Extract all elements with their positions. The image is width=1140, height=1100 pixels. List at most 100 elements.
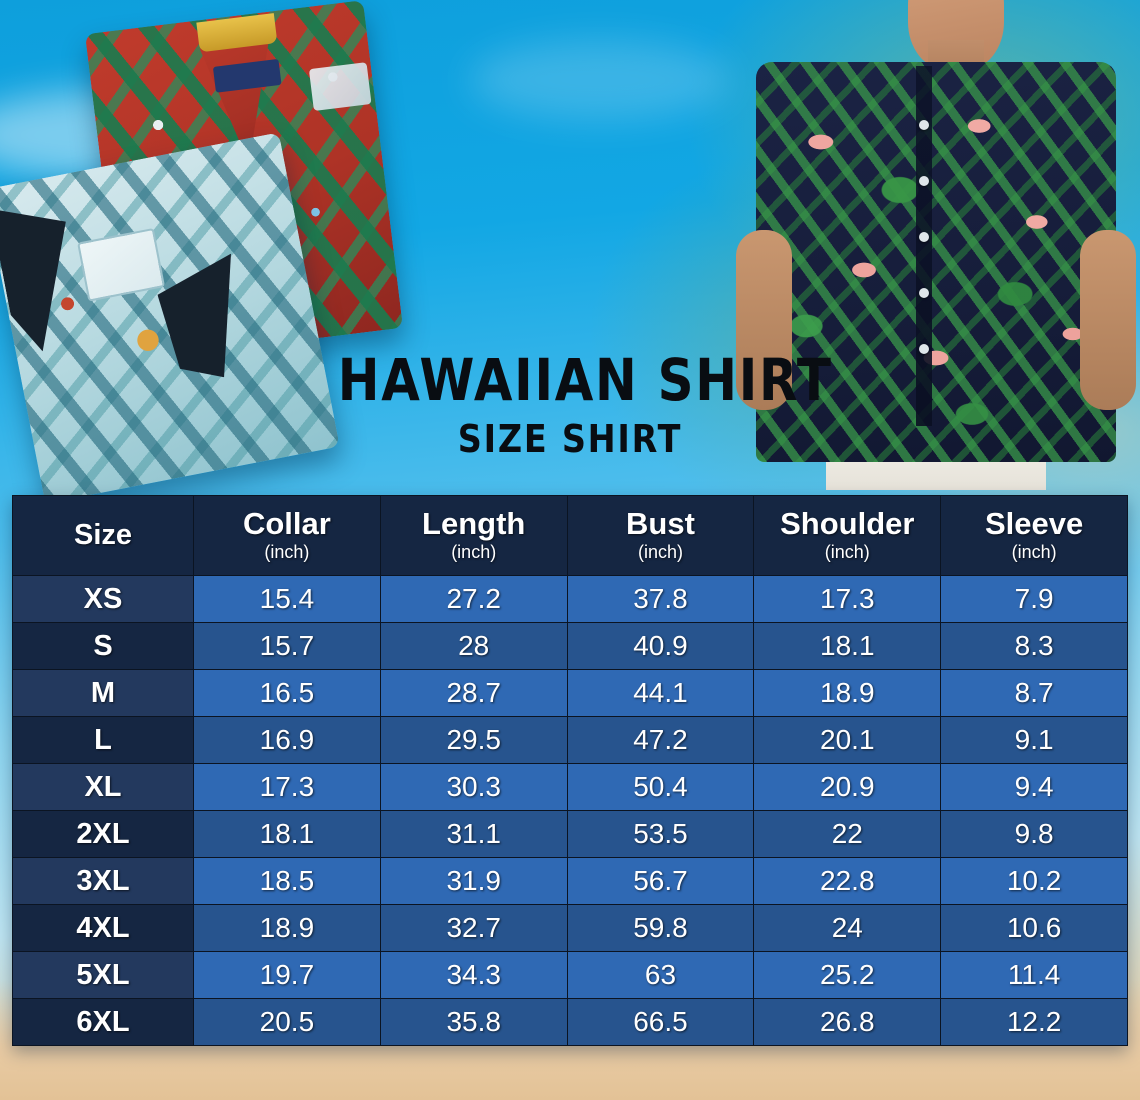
measurement-cell-length: 29.5 xyxy=(379,716,568,764)
table-row: S 15.7 28 40.9 18.1 8.3 xyxy=(12,622,1128,670)
column-header-label: Collar xyxy=(242,505,331,541)
column-header-length: Length (inch) xyxy=(379,495,568,576)
size-chart-table: Size Collar (inch) Length (inch) Bust (i… xyxy=(12,495,1128,1046)
measurement-cell-bust: 44.1 xyxy=(566,669,755,717)
measurement-cell-sleeve: 10.2 xyxy=(940,857,1128,905)
measurement-cell-length: 28.7 xyxy=(379,669,568,717)
measurement-cell-sleeve: 8.7 xyxy=(940,669,1128,717)
model-left-arm xyxy=(736,230,792,410)
column-header-unit: (inch) xyxy=(264,541,310,562)
measurement-cell-shoulder: 17.3 xyxy=(753,575,942,623)
measurement-cell-collar: 16.9 xyxy=(193,716,381,764)
navy-flamingo-hawaiian-shirt xyxy=(756,62,1116,462)
table-row: 4XL 18.9 32.7 59.8 24 10.6 xyxy=(12,904,1128,952)
size-cell: 5XL xyxy=(12,951,194,999)
shirt-button-placket xyxy=(916,66,932,426)
table-row: XS 15.4 27.2 37.8 17.3 7.9 xyxy=(12,575,1128,623)
shirt-button xyxy=(919,120,929,130)
measurement-cell-length: 32.7 xyxy=(379,904,568,952)
shirt-button xyxy=(919,232,929,242)
measurement-cell-sleeve: 7.9 xyxy=(940,575,1128,623)
measurement-cell-bust: 50.4 xyxy=(566,763,755,811)
measurement-cell-collar: 16.5 xyxy=(193,669,381,717)
shirt-lapel xyxy=(0,195,89,356)
measurement-cell-sleeve: 9.4 xyxy=(940,763,1128,811)
model-photo xyxy=(730,0,1140,490)
measurement-cell-shoulder: 25.2 xyxy=(753,951,942,999)
cloud-decoration xyxy=(470,40,730,120)
column-header-sleeve: Sleeve (inch) xyxy=(940,495,1128,576)
measurement-cell-sleeve: 10.6 xyxy=(940,904,1128,952)
measurement-cell-shoulder: 18.9 xyxy=(753,669,942,717)
size-cell: M xyxy=(12,669,194,717)
column-header-unit: (inch) xyxy=(451,541,497,562)
shirt-chest-pocket xyxy=(77,228,166,303)
shirt-button xyxy=(919,344,929,354)
light-blue-tropical-folded-shirt xyxy=(0,132,340,504)
measurement-cell-shoulder: 20.9 xyxy=(753,763,942,811)
table-header: Size Collar (inch) Length (inch) Bust (i… xyxy=(12,495,1128,576)
measurement-cell-bust: 47.2 xyxy=(566,716,755,764)
table-row: XL 17.3 30.3 50.4 20.9 9.4 xyxy=(12,763,1128,811)
measurement-cell-collar: 20.5 xyxy=(193,998,381,1046)
measurement-cell-bust: 63 xyxy=(566,951,755,999)
table-row: M 16.5 28.7 44.1 18.9 8.7 xyxy=(12,669,1128,717)
measurement-cell-shoulder: 18.1 xyxy=(753,622,942,670)
measurement-cell-collar: 18.1 xyxy=(193,810,381,858)
table-row: 2XL 18.1 31.1 53.5 22 9.8 xyxy=(12,810,1128,858)
measurement-cell-shoulder: 22 xyxy=(753,810,942,858)
column-header-size: Size xyxy=(12,495,194,576)
table-header-row: Size Collar (inch) Length (inch) Bust (i… xyxy=(12,495,1128,576)
measurement-cell-sleeve: 9.1 xyxy=(940,716,1128,764)
measurement-cell-shoulder: 20.1 xyxy=(753,716,942,764)
measurement-cell-sleeve: 8.3 xyxy=(940,622,1128,670)
measurement-cell-shoulder: 26.8 xyxy=(753,998,942,1046)
measurement-cell-sleeve: 12.2 xyxy=(940,998,1128,1046)
measurement-cell-collar: 18.5 xyxy=(193,857,381,905)
measurement-cell-length: 31.1 xyxy=(379,810,568,858)
measurement-cell-length: 34.3 xyxy=(379,951,568,999)
size-cell: 3XL xyxy=(12,857,194,905)
shirt-lapel xyxy=(152,254,253,387)
size-cell: 2XL xyxy=(12,810,194,858)
measurement-cell-shoulder: 24 xyxy=(753,904,942,952)
measurement-cell-bust: 53.5 xyxy=(566,810,755,858)
size-cell: 4XL xyxy=(12,904,194,952)
table-row: L 16.9 29.5 47.2 20.1 9.1 xyxy=(12,716,1128,764)
measurement-cell-bust: 37.8 xyxy=(566,575,755,623)
table-row: 5XL 19.7 34.3 63 25.2 11.4 xyxy=(12,951,1128,999)
column-header-label: Length xyxy=(422,505,526,541)
measurement-cell-shoulder: 22.8 xyxy=(753,857,942,905)
size-cell: S xyxy=(12,622,194,670)
shirt-hang-tag xyxy=(308,62,372,111)
measurement-cell-sleeve: 11.4 xyxy=(940,951,1128,999)
page-subtitle: SIZE SHIRT xyxy=(457,416,683,461)
measurement-cell-bust: 56.7 xyxy=(566,857,755,905)
measurement-cell-length: 27.2 xyxy=(379,575,568,623)
measurement-cell-collar: 19.7 xyxy=(193,951,381,999)
measurement-cell-collar: 15.4 xyxy=(193,575,381,623)
table-row: 6XL 20.5 35.8 66.5 26.8 12.2 xyxy=(12,998,1128,1046)
measurement-cell-bust: 59.8 xyxy=(566,904,755,952)
measurement-cell-length: 35.8 xyxy=(379,998,568,1046)
measurement-cell-length: 28 xyxy=(379,622,568,670)
column-header-shoulder: Shoulder (inch) xyxy=(753,495,942,576)
column-header-label: Bust xyxy=(626,505,695,541)
size-cell: L xyxy=(12,716,194,764)
size-chart-table-wrapper: Size Collar (inch) Length (inch) Bust (i… xyxy=(12,495,1128,1046)
table-row: 3XL 18.5 31.9 56.7 22.8 10.2 xyxy=(12,857,1128,905)
measurement-cell-collar: 17.3 xyxy=(193,763,381,811)
column-header-bust: Bust (inch) xyxy=(566,495,755,576)
column-header-unit: (inch) xyxy=(637,541,683,562)
column-header-unit: (inch) xyxy=(824,541,870,562)
shirt-button xyxy=(919,288,929,298)
model-right-arm xyxy=(1080,230,1136,410)
column-header-label: Sleeve xyxy=(984,505,1084,541)
size-cell: XS xyxy=(12,575,194,623)
size-cell: 6XL xyxy=(12,998,194,1046)
column-header-collar: Collar (inch) xyxy=(193,495,381,576)
measurement-cell-collar: 15.7 xyxy=(193,622,381,670)
column-header-unit: (inch) xyxy=(1011,541,1057,562)
measurement-cell-sleeve: 9.8 xyxy=(940,810,1128,858)
